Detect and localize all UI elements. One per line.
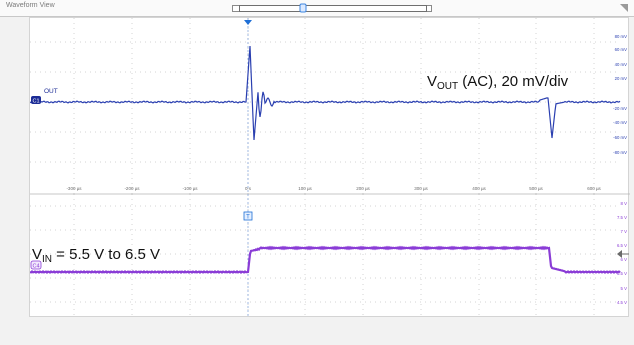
ch4-scale-label: 7.5 V [617, 215, 627, 220]
ch4-offset-cursor-icon[interactable] [617, 250, 629, 258]
time-tick-label: -300 µs [66, 186, 82, 191]
ch1-scale-label: -20 mV [613, 106, 627, 111]
ch4-waveform [30, 245, 621, 274]
ch1-scale-label: 20 mV [615, 76, 628, 81]
time-tick-label: 600 µs [587, 186, 601, 191]
ch1-scale-label: 40 mV [615, 62, 628, 67]
time-tick-label: 400 µs [472, 186, 486, 191]
ch1-label: OUT [44, 88, 58, 95]
svg-text:C1: C1 [32, 99, 39, 105]
ch4-scale-label: 6.5 V [617, 243, 627, 248]
oscilloscope-plot-area: -300 µs -200 µs -100 µs 0 s 100 µs 200 µs 300 … [29, 17, 630, 318]
horizontal-scrollbar[interactable] [232, 5, 432, 12]
scroll-position-icon[interactable] [298, 3, 308, 13]
left-gutter [0, 17, 29, 345]
trigger-marker-icon[interactable] [244, 20, 252, 25]
window-title: Waveform View [6, 2, 55, 9]
ch4-scale-label: 5 V [621, 286, 628, 291]
svg-text:T: T [246, 215, 250, 221]
waveform-canvas: -300 µs -200 µs -100 µs 0 s 100 µs 200 µs 300 … [30, 18, 630, 318]
scrollbar-thumb[interactable] [239, 5, 427, 12]
time-tick-label: 500 µs [529, 186, 543, 191]
ch4-badge[interactable]: C4 [30, 260, 42, 270]
svg-text:C4: C4 [32, 264, 39, 270]
ch1-scale-label: -40 mV [613, 120, 627, 125]
ch4-scale-label: 8 V [621, 201, 628, 206]
time-tick-label: 300 µs [414, 186, 428, 191]
ch4-scale-label: 5.5 V [617, 271, 627, 276]
trigger-t-icon[interactable]: T [243, 211, 253, 221]
vin-annotation: VIN = 5.5 V to 6.5 V [32, 246, 161, 265]
time-tick-label: 200 µs [356, 186, 370, 191]
time-tick-label: -200 µs [124, 186, 140, 191]
ch4-scale-label: 4.5 V [617, 300, 627, 305]
ch1-scale-label: 60 mV [615, 47, 628, 52]
collapse-corner-icon[interactable] [618, 2, 630, 14]
time-tick-label: 0 s [245, 186, 252, 191]
vout-annotation: VOUT (AC), 20 mV/div [427, 73, 569, 92]
ch1-scale-label: -80 mV [613, 150, 627, 155]
ch1-scale-label: -60 mV [613, 135, 627, 140]
time-tick-label: -100 µs [182, 186, 198, 191]
time-tick-label: 100 µs [298, 186, 312, 191]
ch1-scale-label: 80 mV [615, 34, 628, 39]
ch4-scale-label: 7 V [621, 229, 628, 234]
bottom-strip [29, 317, 634, 345]
waveform-view-titlebar: Waveform View [0, 0, 634, 17]
ch1-badge[interactable]: C1 [31, 96, 41, 105]
ch1-waveform [30, 45, 621, 141]
ch4-scale-label: 6 V [621, 257, 628, 262]
